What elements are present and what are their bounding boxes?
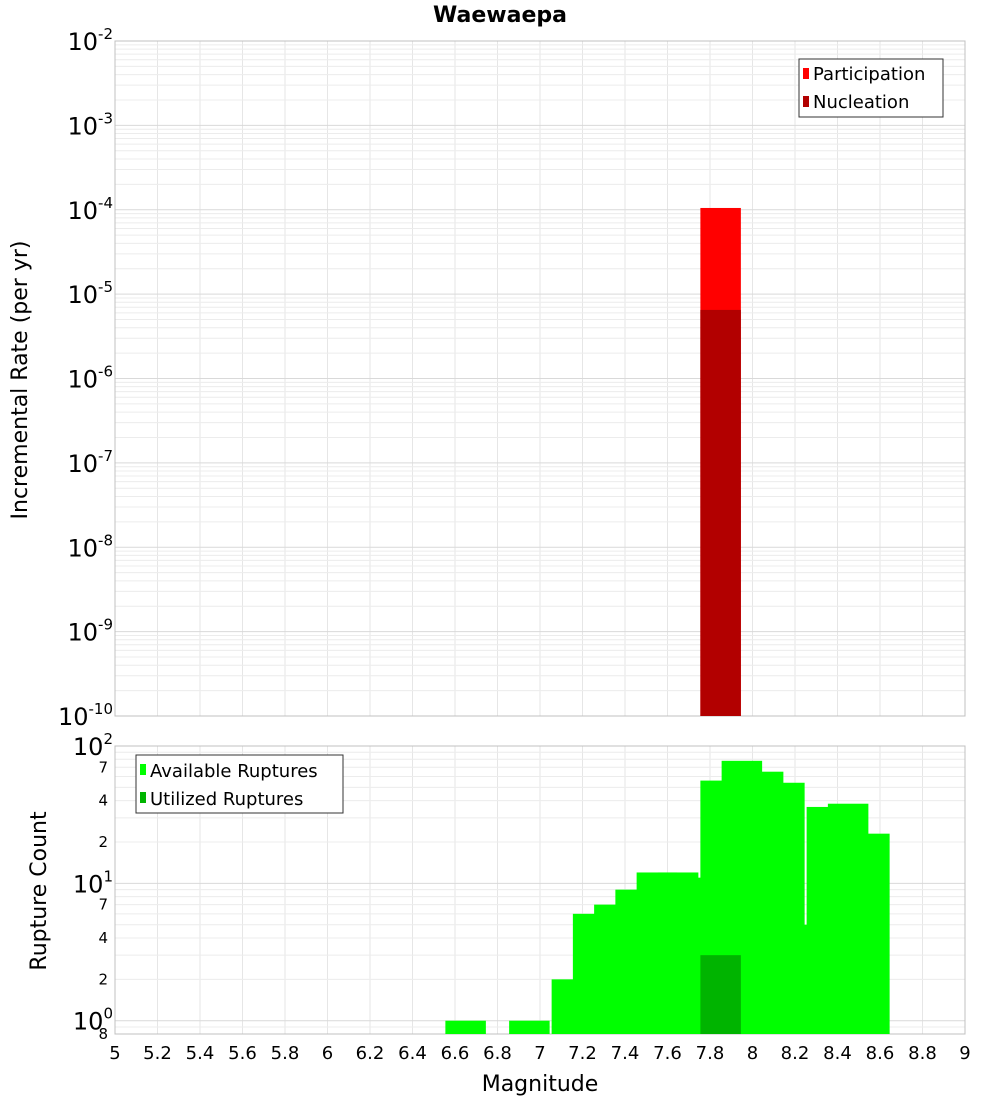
bottom-y-axis-label: Rupture Count	[27, 811, 52, 971]
bottom-legend: Available Ruptures Utilized Ruptures	[135, 754, 344, 814]
legend-swatch-participation	[803, 68, 809, 79]
rupture-count-bar	[849, 833, 890, 1034]
top-legend: Participation Nucleation	[798, 58, 944, 118]
top-legend-box	[798, 58, 944, 118]
bottom-y-minor-tick-label: 8	[98, 1025, 108, 1043]
legend-swatch-nucleation	[803, 96, 809, 107]
top-y-tick-label: 10-9	[67, 616, 113, 647]
x-tick-label: 7.6	[653, 1043, 682, 1064]
x-tick-label: 6.2	[356, 1043, 385, 1064]
bottom-y-tick-label: 101	[73, 867, 113, 898]
bottom-legend-box	[135, 754, 344, 814]
top-bars	[700, 207, 741, 716]
legend-label-participation: Participation	[813, 64, 925, 85]
bottom-y-minor-tick-label: 7	[98, 758, 108, 776]
top-y-tick-label: 10-10	[58, 700, 113, 731]
legend-label-utilized: Utilized Ruptures	[150, 789, 303, 810]
x-tick-label: 8.2	[781, 1043, 810, 1064]
x-tick-label: 7.2	[568, 1043, 597, 1064]
bottom-y-minor-tick-label: 2	[98, 970, 108, 988]
x-tick-label: 5.2	[143, 1043, 172, 1064]
bottom-y-minor-tick-label: 2	[98, 833, 108, 851]
x-tick-label: 6.6	[441, 1043, 470, 1064]
x-axis-label: Magnitude	[482, 1072, 599, 1097]
bottom-y-ticks: 102 101 100 7 4 2 7 4 2 8	[73, 730, 113, 1043]
x-tick-label: 5	[109, 1043, 120, 1064]
top-y-tick-label: 10-2	[67, 25, 113, 56]
x-tick-label: 7.8	[696, 1043, 725, 1064]
legend-swatch-utilized	[140, 792, 146, 803]
top-y-axis-label: Incremental Rate (per yr)	[8, 241, 33, 520]
top-plot-area	[114, 40, 966, 717]
x-ticks: 5 5.2 5.4 5.6 5.8 6 6.2 6.4 6.6 6.8 7 7.2 7.4 7.6 7.8 8…	[109, 1043, 970, 1064]
top-y-tick-label: 10-6	[67, 363, 113, 394]
x-tick-label: 7	[534, 1043, 545, 1064]
bottom-y-tick-label: 100	[73, 1005, 113, 1036]
x-tick-label: 8	[747, 1043, 758, 1064]
x-tick-label: 6.8	[483, 1043, 512, 1064]
legend-label-available: Available Ruptures	[150, 761, 318, 782]
x-tick-label: 6.4	[398, 1043, 427, 1064]
rupture-count-bar	[509, 1020, 550, 1034]
legend-label-nucleation: Nucleation	[813, 92, 909, 113]
x-tick-label: 6	[322, 1043, 333, 1064]
rate-bar	[700, 309, 741, 716]
top-y-tick-label: 10-3	[67, 109, 113, 140]
x-tick-label: 5.6	[228, 1043, 257, 1064]
x-tick-label: 7.4	[611, 1043, 640, 1064]
bottom-y-minor-tick-label: 4	[98, 792, 108, 810]
x-tick-label: 5.8	[271, 1043, 300, 1064]
top-y-tick-label: 10-8	[67, 531, 113, 562]
legend-swatch-available	[140, 764, 146, 775]
x-tick-label: 8.8	[908, 1043, 937, 1064]
bottom-bars	[445, 760, 890, 1034]
top-y-tick-label: 10-5	[67, 278, 113, 309]
top-y-ticks: 10-2 10-3 10-4 10-5 10-6 10-7 10-8 10-9 10-10	[58, 25, 113, 731]
top-gridlines	[114, 41, 966, 717]
bottom-y-minor-tick-label: 4	[98, 929, 108, 947]
rupture-count-bar	[700, 955, 741, 1034]
bottom-y-minor-tick-label: 7	[98, 896, 108, 914]
bottom-y-tick-label: 102	[73, 730, 113, 761]
top-y-tick-label: 10-4	[67, 194, 113, 225]
x-tick-label: 8.4	[823, 1043, 852, 1064]
chart-title: Waewaepa	[433, 3, 567, 28]
x-tick-label: 9	[959, 1043, 970, 1064]
x-tick-label: 5.4	[186, 1043, 215, 1064]
x-tick-label: 8.6	[866, 1043, 895, 1064]
top-y-tick-label: 10-7	[67, 447, 113, 478]
bottom-gridlines	[114, 746, 966, 1035]
rupture-count-bar	[445, 1020, 486, 1034]
